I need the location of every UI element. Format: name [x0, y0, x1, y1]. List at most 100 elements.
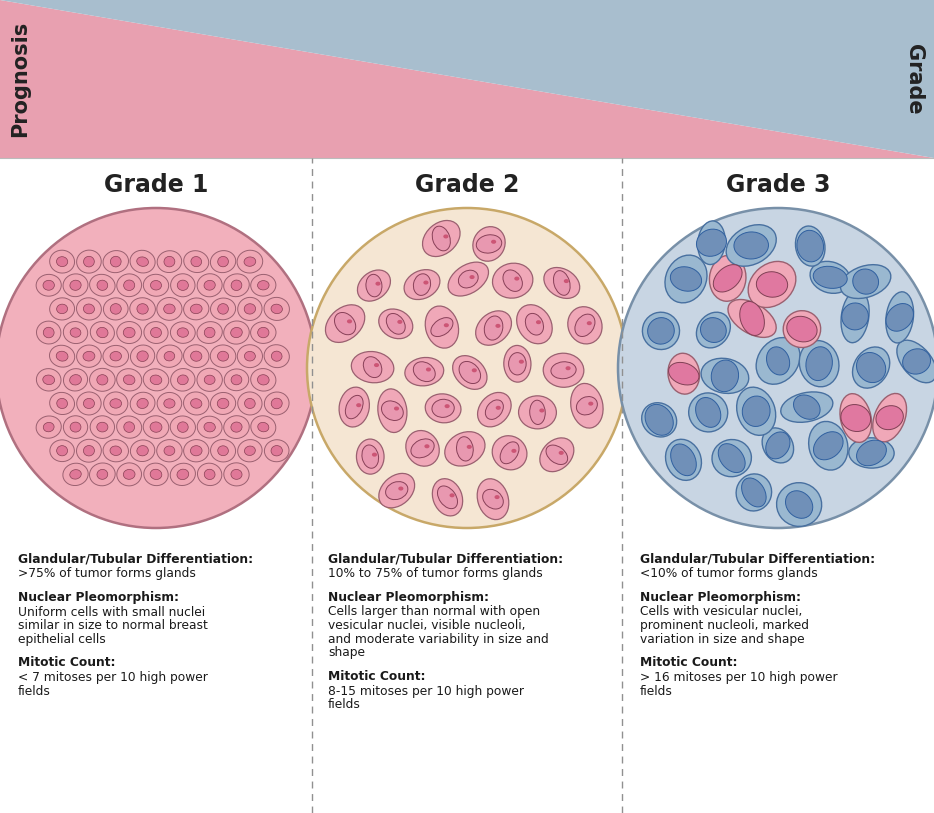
Ellipse shape — [184, 440, 209, 462]
Ellipse shape — [444, 324, 449, 328]
Ellipse shape — [307, 208, 627, 528]
Ellipse shape — [50, 250, 75, 273]
Ellipse shape — [366, 274, 382, 297]
Ellipse shape — [36, 416, 62, 438]
Ellipse shape — [123, 328, 135, 337]
Ellipse shape — [734, 232, 769, 259]
Ellipse shape — [425, 306, 459, 348]
Ellipse shape — [131, 345, 155, 367]
Ellipse shape — [405, 431, 439, 466]
Ellipse shape — [666, 439, 701, 480]
Ellipse shape — [423, 280, 429, 285]
Text: 10% to 75% of tumor forms glands: 10% to 75% of tumor forms glands — [328, 567, 543, 580]
Ellipse shape — [757, 337, 800, 385]
Ellipse shape — [238, 298, 262, 320]
Ellipse shape — [164, 446, 175, 455]
Ellipse shape — [171, 274, 195, 297]
Ellipse shape — [477, 393, 511, 427]
Ellipse shape — [378, 389, 407, 433]
Ellipse shape — [110, 256, 121, 267]
Ellipse shape — [231, 280, 242, 290]
Ellipse shape — [902, 349, 930, 374]
Ellipse shape — [264, 440, 289, 462]
Ellipse shape — [50, 346, 75, 367]
Text: Nuclear Pleomorphism:: Nuclear Pleomorphism: — [328, 590, 489, 603]
Ellipse shape — [264, 392, 289, 415]
Ellipse shape — [183, 345, 209, 367]
Ellipse shape — [0, 208, 316, 528]
Ellipse shape — [414, 274, 431, 295]
Ellipse shape — [164, 351, 175, 361]
Ellipse shape — [204, 280, 215, 290]
Ellipse shape — [840, 393, 871, 442]
Ellipse shape — [372, 453, 377, 457]
Ellipse shape — [796, 226, 825, 266]
Ellipse shape — [157, 345, 182, 367]
Ellipse shape — [426, 367, 432, 372]
Ellipse shape — [361, 445, 378, 468]
Polygon shape — [0, 0, 934, 158]
Ellipse shape — [272, 351, 282, 361]
Ellipse shape — [56, 351, 68, 361]
Ellipse shape — [97, 422, 108, 432]
Ellipse shape — [177, 422, 188, 433]
Ellipse shape — [64, 368, 88, 391]
Ellipse shape — [325, 305, 365, 342]
Ellipse shape — [191, 446, 202, 456]
Ellipse shape — [748, 262, 796, 307]
Ellipse shape — [422, 220, 460, 257]
Ellipse shape — [90, 368, 115, 391]
Ellipse shape — [191, 351, 202, 361]
Ellipse shape — [814, 432, 843, 460]
Ellipse shape — [150, 422, 162, 433]
Ellipse shape — [197, 416, 222, 438]
Ellipse shape — [177, 375, 189, 385]
Ellipse shape — [57, 398, 67, 408]
Ellipse shape — [483, 489, 503, 509]
Ellipse shape — [495, 324, 501, 328]
Ellipse shape — [530, 400, 545, 424]
Text: Prognosis: Prognosis — [10, 21, 30, 137]
Ellipse shape — [177, 280, 189, 290]
Ellipse shape — [224, 321, 249, 344]
Text: Nuclear Pleomorphism:: Nuclear Pleomorphism: — [640, 590, 801, 603]
Text: vesicular nuclei, visible nucleoli,: vesicular nuclei, visible nucleoli, — [328, 619, 526, 632]
Ellipse shape — [449, 493, 455, 498]
Ellipse shape — [351, 351, 394, 383]
Ellipse shape — [394, 406, 399, 411]
Ellipse shape — [43, 280, 54, 290]
Ellipse shape — [671, 267, 701, 291]
Ellipse shape — [104, 298, 128, 320]
Ellipse shape — [797, 230, 824, 262]
Ellipse shape — [886, 303, 913, 331]
Ellipse shape — [264, 345, 290, 367]
Ellipse shape — [477, 479, 509, 520]
Ellipse shape — [643, 312, 680, 350]
Ellipse shape — [841, 405, 870, 432]
Ellipse shape — [476, 235, 502, 253]
Ellipse shape — [697, 229, 727, 256]
Ellipse shape — [36, 274, 62, 296]
Ellipse shape — [876, 406, 903, 429]
Ellipse shape — [83, 256, 94, 267]
Ellipse shape — [117, 463, 142, 486]
Ellipse shape — [77, 392, 101, 415]
Ellipse shape — [117, 368, 142, 391]
Ellipse shape — [136, 257, 149, 267]
Ellipse shape — [518, 396, 557, 428]
Ellipse shape — [872, 393, 907, 441]
Ellipse shape — [137, 351, 149, 362]
Text: Cells with vesicular nuclei,: Cells with vesicular nuclei, — [640, 606, 802, 619]
Text: >75% of tumor forms glands: >75% of tumor forms glands — [18, 567, 196, 580]
Ellipse shape — [70, 375, 81, 385]
Ellipse shape — [432, 399, 454, 417]
Ellipse shape — [218, 398, 229, 409]
Ellipse shape — [204, 422, 216, 432]
Ellipse shape — [386, 481, 408, 500]
Text: Uniform cells with small nuclei: Uniform cells with small nuclei — [18, 606, 205, 619]
Ellipse shape — [696, 398, 721, 428]
Ellipse shape — [130, 392, 155, 415]
Ellipse shape — [671, 444, 697, 476]
Ellipse shape — [494, 495, 500, 499]
Ellipse shape — [448, 262, 488, 296]
